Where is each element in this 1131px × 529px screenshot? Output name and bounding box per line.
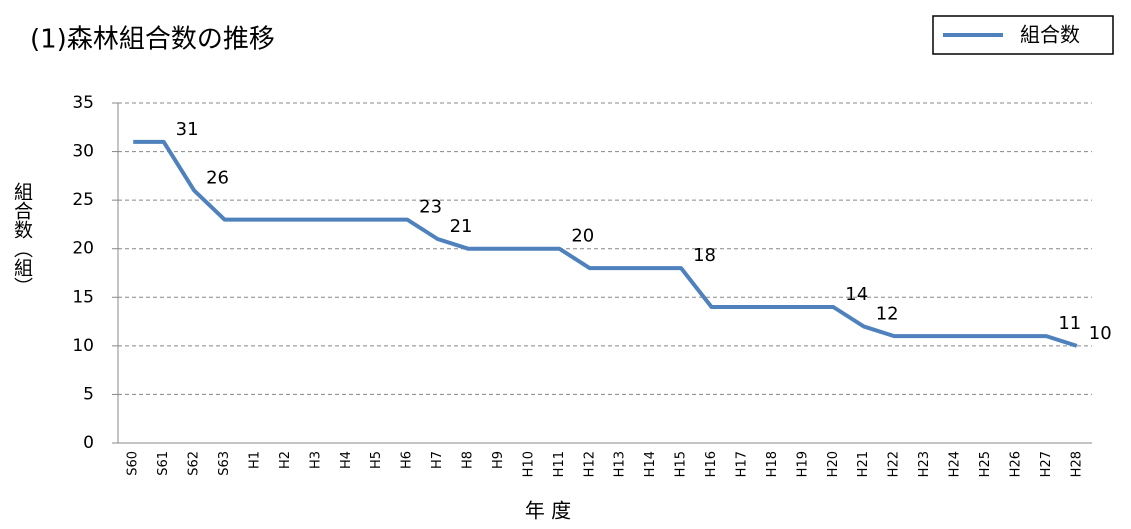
x-tick-label: S60 bbox=[126, 451, 141, 476]
data-label: 20 bbox=[571, 226, 594, 247]
x-tick-label: H28 bbox=[1069, 451, 1084, 477]
series-line bbox=[133, 139, 1078, 348]
x-tick-label: H14 bbox=[643, 451, 658, 477]
data-label: 23 bbox=[419, 197, 442, 218]
y-tick-label: 35 bbox=[72, 93, 94, 113]
data-label: 31 bbox=[176, 119, 199, 140]
data-label: 14 bbox=[845, 284, 868, 305]
data-label: 12 bbox=[876, 303, 899, 324]
y-tick-label: 5 bbox=[83, 384, 94, 404]
y-tick-label: 10 bbox=[72, 336, 94, 356]
data-label: 26 bbox=[206, 167, 229, 188]
x-tick-label: S62 bbox=[187, 451, 202, 476]
y-axis-label: 組合数（組） bbox=[11, 182, 33, 296]
x-tick-label: H26 bbox=[1008, 451, 1023, 477]
x-tick-label: H16 bbox=[704, 451, 719, 477]
x-tick-label: H17 bbox=[734, 451, 749, 477]
y-tick-label: 20 bbox=[72, 239, 94, 259]
x-tick-label: H21 bbox=[856, 451, 871, 477]
legend-label: 組合数 bbox=[1020, 23, 1080, 47]
data-label: 21 bbox=[450, 216, 473, 237]
x-tick-label: H7 bbox=[430, 451, 445, 469]
x-tick-label: H6 bbox=[400, 451, 415, 469]
x-tick-label: S63 bbox=[217, 451, 232, 476]
x-tick-label: H3 bbox=[308, 451, 323, 469]
y-tick-label: 15 bbox=[72, 287, 94, 307]
x-tick-label: H10 bbox=[521, 451, 536, 477]
x-axis-label: 年 度 bbox=[525, 499, 571, 523]
x-tick-label: H9 bbox=[491, 451, 506, 469]
x-tick-label: H12 bbox=[582, 451, 597, 477]
y-tick-label: 0 bbox=[83, 433, 94, 453]
y-tick-label: 30 bbox=[72, 142, 94, 162]
data-label: 11 bbox=[1058, 313, 1081, 334]
x-tick-label: H25 bbox=[978, 451, 993, 477]
x-tick-label: H22 bbox=[887, 451, 902, 477]
x-tick-label: H11 bbox=[552, 451, 567, 477]
x-tick-label: H27 bbox=[1039, 451, 1054, 477]
x-tick-label: H5 bbox=[369, 451, 384, 469]
x-tick-label: S61 bbox=[156, 451, 171, 476]
data-label: 10 bbox=[1089, 323, 1112, 344]
chart-title: (1)森林組合数の推移 bbox=[30, 25, 275, 55]
x-tick-label: H15 bbox=[674, 451, 689, 477]
x-tick-label: H20 bbox=[826, 451, 841, 477]
x-tick-label: H23 bbox=[917, 451, 932, 477]
x-tick-label: H19 bbox=[795, 451, 810, 477]
x-tick-label: H18 bbox=[765, 451, 780, 477]
x-tick-label: H2 bbox=[278, 451, 293, 469]
x-tick-label: H4 bbox=[339, 451, 354, 469]
y-tick-label: 25 bbox=[72, 190, 94, 210]
x-tick-label: H8 bbox=[461, 451, 476, 469]
x-tick-label: H13 bbox=[613, 451, 628, 477]
data-label: 18 bbox=[693, 245, 716, 266]
x-tick-label: H1 bbox=[247, 451, 262, 469]
x-tick-label: H24 bbox=[948, 451, 963, 477]
